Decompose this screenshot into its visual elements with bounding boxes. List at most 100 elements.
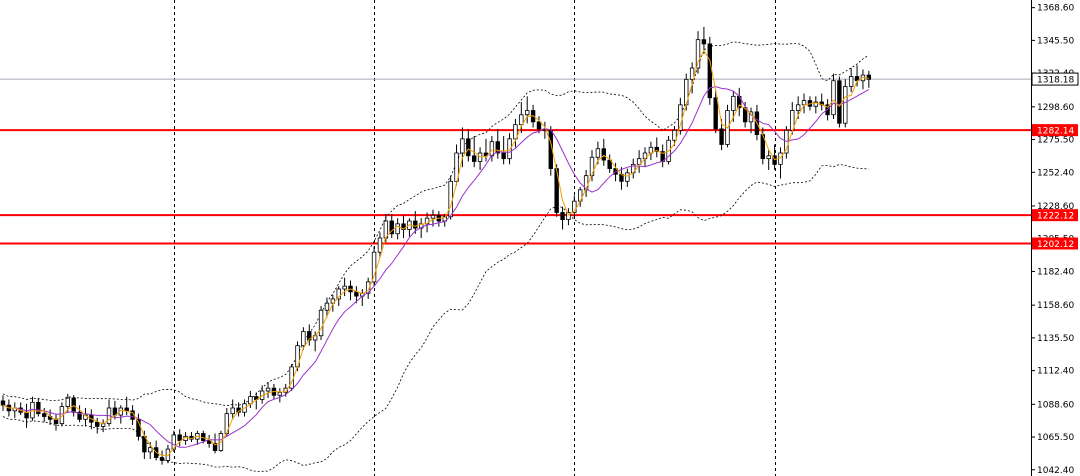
candle-body [654, 146, 659, 152]
candle-body [513, 124, 518, 140]
candle-body [866, 74, 872, 80]
price-tick-label: 1368.60 [1037, 4, 1074, 14]
candle[interactable] [572, 195, 577, 219]
candle[interactable] [607, 154, 612, 173]
candle-body [766, 155, 771, 160]
candle[interactable] [230, 399, 235, 420]
candle-body [695, 39, 701, 69]
level-label: 1282.14 [1037, 127, 1074, 137]
candle[interactable] [495, 128, 500, 159]
candle[interactable] [460, 127, 465, 168]
candle[interactable] [336, 286, 341, 306]
candle-body [165, 448, 171, 461]
candle-body [719, 128, 724, 145]
candle[interactable] [0, 395, 6, 411]
candle[interactable] [507, 133, 512, 165]
candle-body [377, 237, 383, 253]
candle[interactable] [277, 388, 283, 403]
candle-body [625, 172, 630, 182]
price-tick-label: 1042.40 [1037, 466, 1074, 476]
candle-body [731, 95, 736, 111]
price-tick-label: 1158.60 [1037, 301, 1074, 311]
candle[interactable] [206, 434, 212, 448]
candle-body [701, 39, 707, 45]
candle-body [148, 447, 153, 453]
candle[interactable] [707, 36, 712, 105]
level-label-box [1032, 237, 1078, 250]
candle[interactable] [212, 433, 218, 454]
price-tick-label: 1228.60 [1037, 202, 1074, 212]
candle[interactable] [848, 68, 854, 93]
level-label-box [1032, 124, 1078, 137]
candle[interactable] [301, 327, 306, 350]
candle-body [0, 400, 6, 406]
candle-body [395, 223, 400, 235]
candle[interactable] [395, 218, 400, 240]
candle-body [566, 212, 571, 220]
candle-body [430, 214, 436, 219]
candle[interactable] [389, 213, 394, 238]
candle[interactable] [548, 126, 553, 176]
candle[interactable] [601, 138, 606, 166]
candle-body [837, 80, 842, 124]
candle-body [171, 434, 177, 450]
candle[interactable] [589, 150, 595, 182]
candle[interactable] [36, 398, 41, 417]
candle-body [742, 107, 748, 123]
candle[interactable] [330, 294, 336, 312]
candle-body [283, 387, 288, 393]
candle[interactable] [560, 206, 565, 230]
candle[interactable] [413, 211, 418, 234]
candle-body [672, 129, 677, 141]
candle[interactable] [342, 277, 347, 297]
candle[interactable] [371, 246, 377, 287]
candle-body [489, 141, 495, 157]
candle[interactable] [695, 31, 701, 74]
candle-body [607, 159, 612, 169]
candle[interactable] [318, 306, 324, 340]
candle[interactable] [501, 136, 506, 165]
candle[interactable] [95, 417, 100, 434]
candle[interactable] [831, 73, 836, 119]
candle[interactable] [513, 119, 518, 148]
price-tick-label: 1135.50 [1037, 334, 1074, 344]
candle[interactable] [165, 444, 171, 464]
candle[interactable] [813, 96, 819, 114]
candle-body [124, 407, 129, 412]
current-price-label: 1318.18 [1037, 76, 1074, 86]
candle[interactable] [324, 297, 330, 318]
candle[interactable] [265, 382, 271, 399]
candle[interactable] [689, 62, 695, 94]
candle-body [595, 148, 601, 158]
candle-body [843, 86, 848, 124]
candle[interactable] [159, 450, 165, 465]
candle[interactable] [536, 116, 542, 134]
candle[interactable] [625, 168, 630, 187]
candle[interactable] [701, 26, 707, 54]
candle[interactable] [713, 90, 718, 134]
candle[interactable] [837, 76, 842, 128]
candle[interactable] [177, 429, 182, 447]
candle[interactable] [654, 137, 659, 158]
candle-body [466, 138, 471, 157]
candle[interactable] [636, 150, 642, 173]
candle[interactable] [289, 364, 294, 391]
candle[interactable] [566, 208, 571, 226]
candle[interactable] [525, 96, 530, 124]
candle-body [342, 285, 347, 290]
level-label-box [1032, 209, 1078, 222]
candle[interactable] [519, 102, 524, 134]
candle[interactable] [377, 232, 383, 258]
candle-body [831, 80, 836, 116]
candle[interactable] [843, 79, 848, 128]
candle-body [778, 152, 783, 165]
candle-body [324, 302, 330, 311]
candle[interactable] [466, 128, 471, 162]
candle[interactable] [866, 70, 872, 88]
candle[interactable] [766, 150, 771, 170]
candle[interactable] [365, 277, 371, 299]
candle-body [301, 331, 306, 347]
price-tick-label: 1182.40 [1037, 267, 1074, 277]
candle-body [589, 156, 595, 177]
